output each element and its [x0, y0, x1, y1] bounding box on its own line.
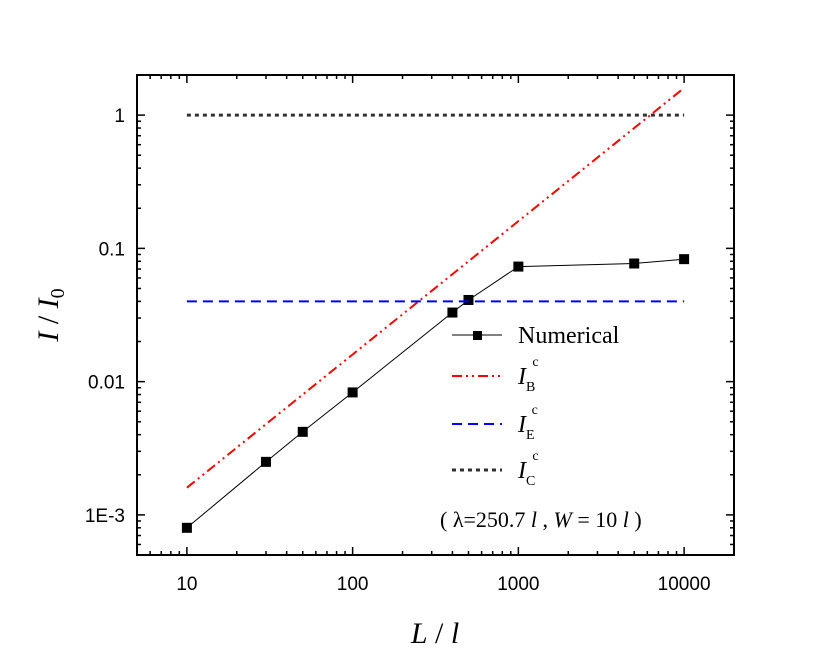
y-axis-title: I / I0 — [32, 288, 69, 342]
legend: Numerical IBc IEc ICc — [452, 323, 620, 489]
data-point — [447, 307, 458, 318]
legend-swatch-numerical-marker — [473, 331, 482, 340]
data-point — [679, 254, 690, 265]
data-point — [347, 387, 358, 398]
data-point — [260, 456, 271, 467]
legend-item-ie: IEc — [452, 403, 538, 443]
x-axis-title: L / l — [410, 617, 459, 650]
y-tick-label: 0.01 — [88, 373, 125, 394]
data-point — [629, 258, 640, 269]
legend-label-ie: IEc — [517, 403, 538, 443]
y-tick-label: 1 — [114, 106, 125, 127]
legend-item-numerical: Numerical — [452, 323, 620, 349]
x-tick-label: 10000 — [658, 574, 711, 595]
data-point — [463, 294, 474, 305]
axis-ticks: 10 100 1000 10000 1E-3 0.01 0.1 1 — [85, 74, 735, 595]
legend-item-ic: ICc — [452, 449, 539, 489]
x-tick-label: 1000 — [497, 574, 539, 595]
legend-label-ib: IBc — [517, 355, 539, 395]
legend-item-ib: IBc — [452, 355, 539, 395]
y-tick-label: 0.1 — [99, 239, 125, 260]
data-point — [513, 261, 524, 272]
y-tick-label: 1E-3 — [85, 506, 125, 527]
legend-label-ic: ICc — [517, 449, 539, 489]
series-line-0 — [186, 258, 685, 529]
plot-frame — [136, 74, 735, 556]
parameter-annotation: ( λ=250.7 l , W = 10 l ) — [440, 507, 642, 532]
data-point — [181, 522, 192, 533]
series-line-1 — [186, 87, 685, 489]
x-tick-label: 10 — [176, 574, 197, 595]
legend-label-numerical: Numerical — [518, 323, 620, 349]
x-tick-label: 100 — [337, 574, 369, 595]
series-layer — [181, 87, 690, 533]
data-point — [297, 426, 308, 437]
